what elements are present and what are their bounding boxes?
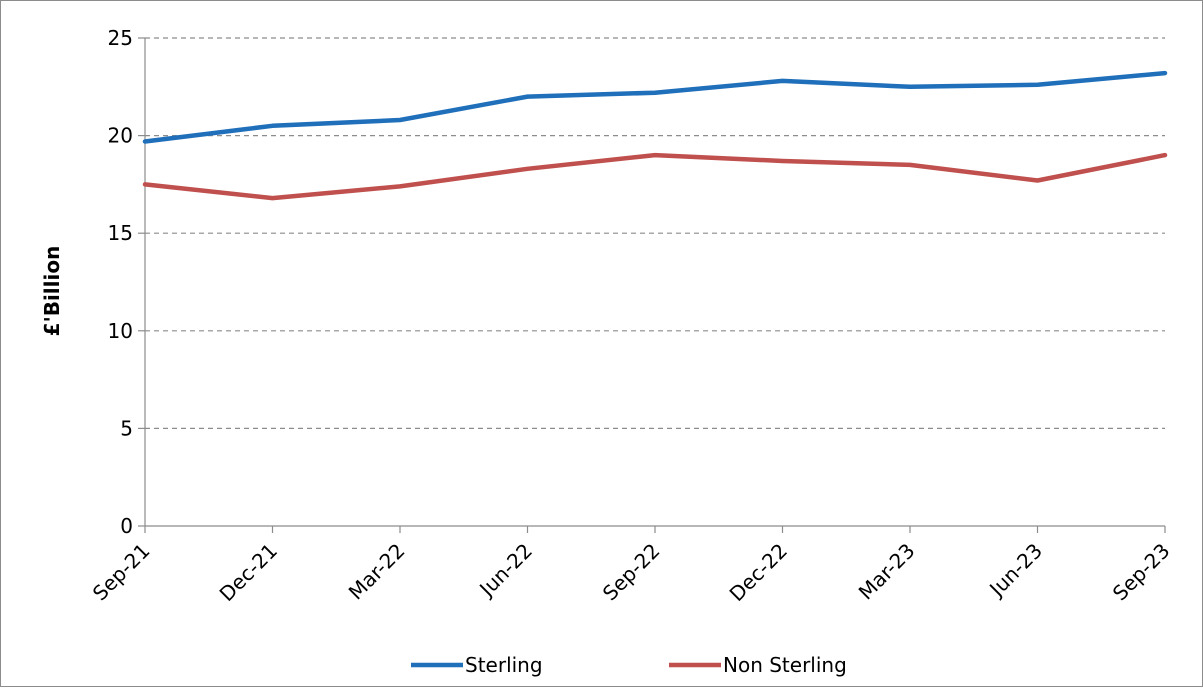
y-tick-label: 10 — [108, 319, 133, 343]
y-tick-label: 0 — [120, 514, 133, 538]
series-lines — [142, 70, 1168, 201]
x-tick-label: Dec-21 — [215, 539, 282, 606]
legend-label: Sterling — [465, 653, 543, 677]
series-line-non-sterling — [142, 152, 1168, 201]
x-tick-label: Mar-23 — [854, 539, 920, 605]
x-tick-label: Sep-22 — [598, 539, 665, 606]
series-line-sterling — [142, 70, 1168, 144]
x-tick-labels: Sep-21 Dec-21 Mar-22 Jun-22 Sep-22 Dec-22 Mar-… — [88, 539, 1175, 606]
gridlines — [145, 37, 1165, 429]
x-tick-label: Dec-22 — [725, 539, 792, 606]
axes — [138, 37, 1166, 533]
y-axis-label: £'Billion — [40, 246, 64, 337]
x-tick-label: Sep-23 — [1108, 539, 1175, 606]
y-tick-label: 5 — [120, 416, 133, 440]
y-tick-label: 20 — [108, 124, 133, 148]
x-tick-label: Mar-22 — [344, 539, 410, 605]
y-tick-labels: 0 5 10 15 20 25 — [108, 26, 133, 538]
legend: Sterling Non Sterling — [411, 653, 847, 677]
legend-label: Non Sterling — [723, 653, 847, 677]
x-tick-label: Jun-23 — [983, 539, 1047, 603]
y-tick-label: 15 — [108, 221, 133, 245]
x-tick-label: Jun-22 — [473, 539, 537, 603]
x-tick-label: Sep-21 — [88, 539, 155, 606]
y-tick-label: 25 — [108, 26, 133, 50]
